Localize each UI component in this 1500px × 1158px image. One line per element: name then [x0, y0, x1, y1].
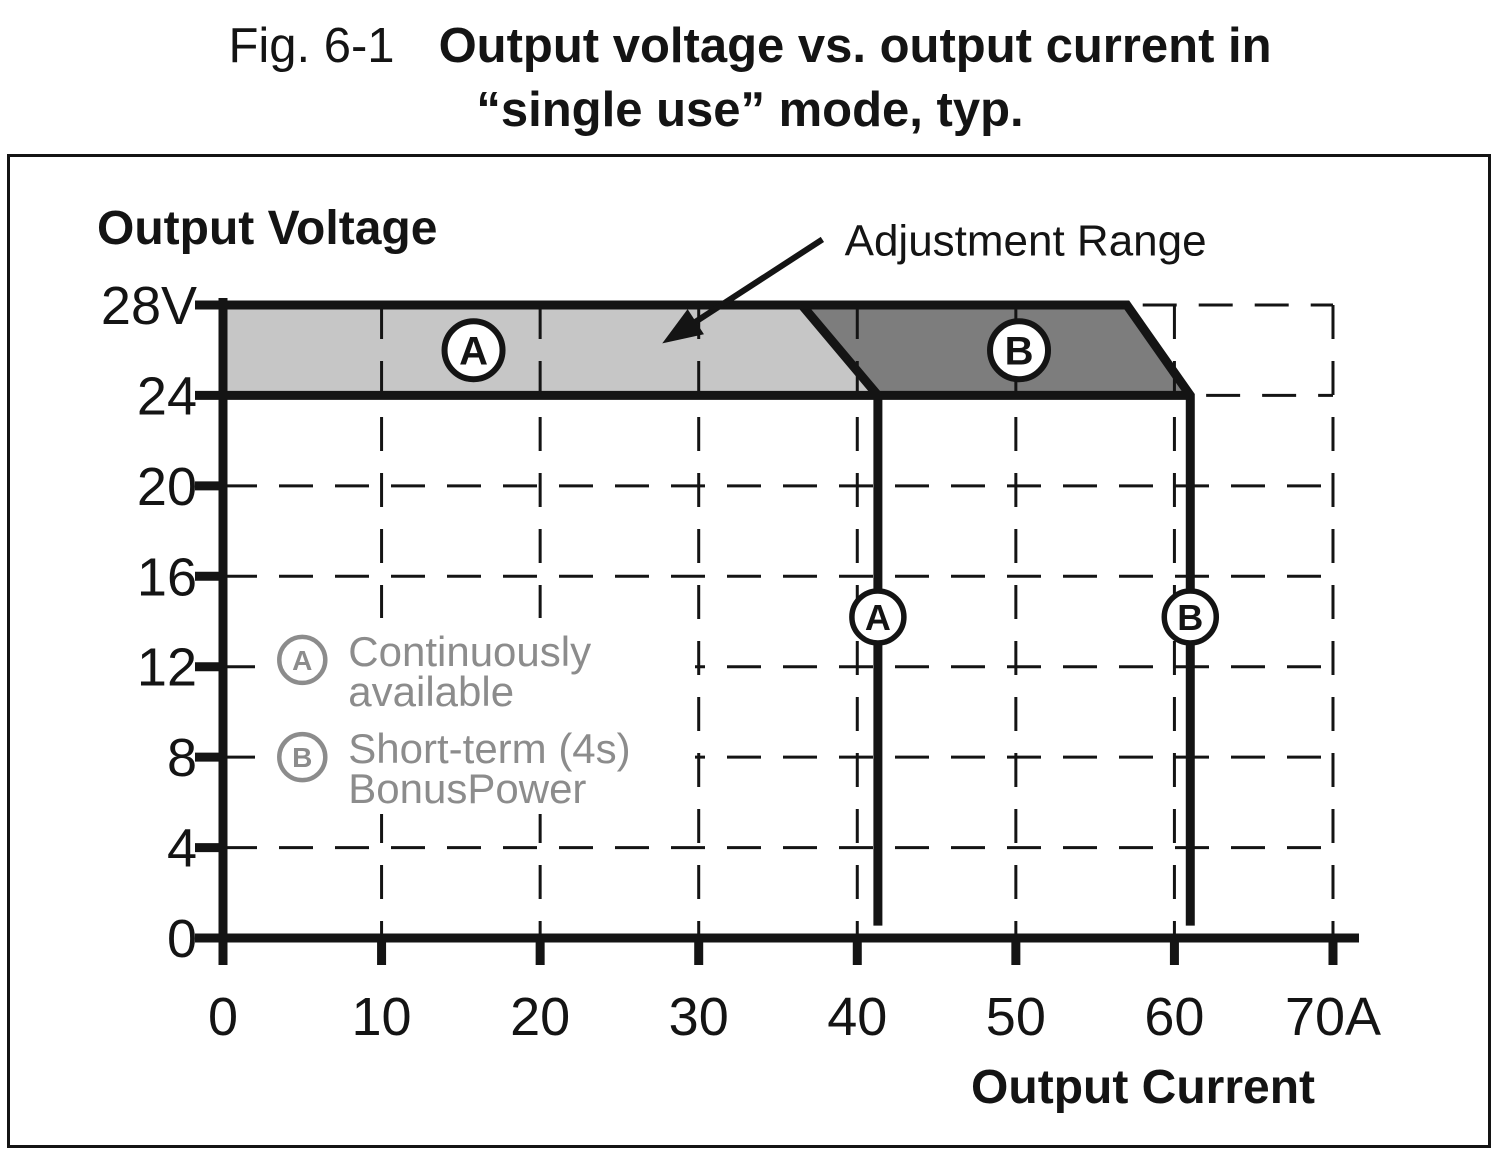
y-tick-label-0: 0: [167, 909, 197, 969]
tick-labels: 0 4 8 12 16 20 24 28V 0 10 20 30 40 50 60 70A: [101, 276, 1381, 1047]
legend-marker-b-letter: B: [292, 742, 312, 773]
annotation-arrowhead-icon: [662, 309, 704, 344]
y-axis-title: Output Voltage: [97, 202, 437, 255]
x-tick-label-30: 30: [669, 987, 729, 1047]
annotation: Adjustment Range: [662, 216, 1207, 344]
y-tick-label-28: 28V: [101, 276, 197, 336]
x-axis-title: Output Current: [971, 1061, 1315, 1114]
legend-backdrop: [255, 618, 695, 814]
y-tick-label-4: 4: [167, 819, 197, 879]
legend-text-line: BonusPower: [348, 765, 586, 812]
annotation-text: Adjustment Range: [845, 216, 1207, 265]
region-a-fill: [223, 305, 878, 396]
region-a-label-circle: [441, 318, 506, 383]
limit-line-a-label-circle: [849, 588, 907, 646]
x-tick-label-10: 10: [352, 987, 412, 1047]
y-tick-label-24: 24: [137, 366, 197, 426]
region-b-label-letter: B: [1005, 330, 1034, 374]
x-tick-label-20: 20: [510, 987, 570, 1047]
x-tick-label-50: 50: [986, 987, 1046, 1047]
figure-title: Fig. 6-1 Output voltage vs. output curren…: [0, 14, 1500, 142]
legend-marker-a-letter: A: [292, 645, 312, 676]
boundary-path-0: [223, 300, 1195, 926]
x-tick-label-60: 60: [1144, 987, 1204, 1047]
figure-title-text-1: Output voltage vs. output current in: [438, 19, 1272, 73]
x-tick-label-40: 40: [827, 987, 887, 1047]
y-tick-label-12: 12: [137, 638, 197, 698]
figure-number: Fig. 6-1: [228, 19, 395, 73]
legend-marker-b-circle: [277, 731, 328, 783]
annotation-arrow-line: [682, 236, 825, 332]
legend-text-line: Short-term (4s): [348, 725, 630, 772]
x-tick-label-0: 0: [208, 987, 238, 1047]
y-tick-label-20: 20: [137, 457, 197, 517]
limit-line-b-label-letter: B: [1177, 597, 1203, 638]
chart-frame: A Continuously available B Short-term (4s) Bo…: [7, 154, 1491, 1148]
limit-line-a-label-letter: A: [865, 597, 891, 638]
y-tick-label-16: 16: [137, 547, 197, 607]
figure-title-line-1: Fig. 6-1 Output voltage vs. output curren…: [0, 14, 1500, 78]
figure-title-text-2: “single use” mode, typ.: [476, 83, 1024, 137]
boundaries: [223, 300, 1195, 926]
limit-line-b-label-circle: [1161, 588, 1220, 646]
region-a-label-letter: A: [459, 330, 488, 374]
region-b-label-circle: [987, 318, 1052, 383]
legend-text-line: available: [348, 668, 514, 715]
legend-marker-a-circle: [277, 634, 328, 686]
y-tick-label-8: 8: [167, 728, 197, 788]
axes: [195, 298, 1359, 965]
x-tick-label-70: 70A: [1285, 987, 1381, 1047]
legend-text-line: Continuously: [348, 628, 591, 675]
